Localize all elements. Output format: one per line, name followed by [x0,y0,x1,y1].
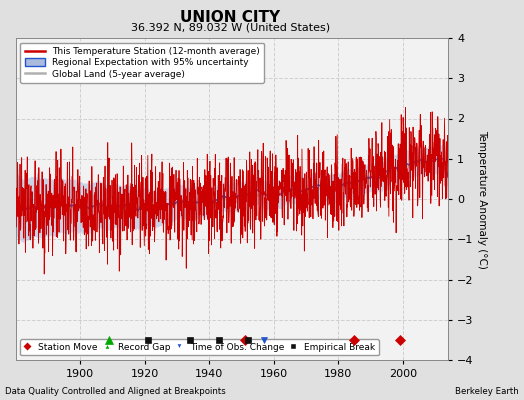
Y-axis label: Temperature Anomaly (°C): Temperature Anomaly (°C) [477,130,487,268]
Text: Berkeley Earth: Berkeley Earth [455,387,519,396]
Legend: Station Move, Record Gap, Time of Obs. Change, Empirical Break: Station Move, Record Gap, Time of Obs. C… [20,339,379,356]
Text: 36.392 N, 89.032 W (United States): 36.392 N, 89.032 W (United States) [131,22,330,32]
Text: Data Quality Controlled and Aligned at Breakpoints: Data Quality Controlled and Aligned at B… [5,387,226,396]
Text: UNION CITY: UNION CITY [180,10,281,25]
